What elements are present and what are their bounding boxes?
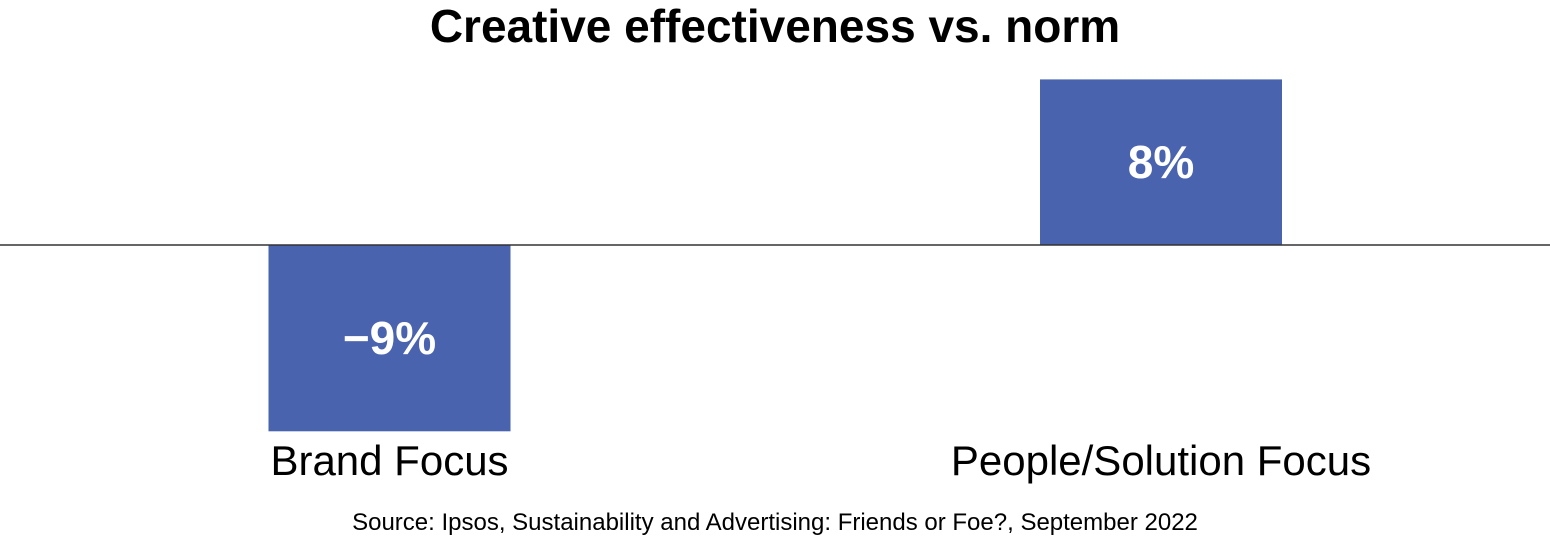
category-label-0: Brand Focus [270,437,508,484]
value-label-1: 8% [1128,136,1194,188]
category-label-1: People/Solution Focus [951,437,1371,484]
chart-title: Creative effectiveness vs. norm [429,0,1121,52]
source-note: Source: Ipsos, Sustainability and Advert… [352,509,1198,536]
value-label-0: −9% [343,312,436,364]
bars-group [268,79,1282,432]
bar-1 [1040,79,1282,246]
labels-group: −9% Brand Focus 8% People/Solution Focus [270,136,1371,484]
bar-0 [268,245,511,432]
